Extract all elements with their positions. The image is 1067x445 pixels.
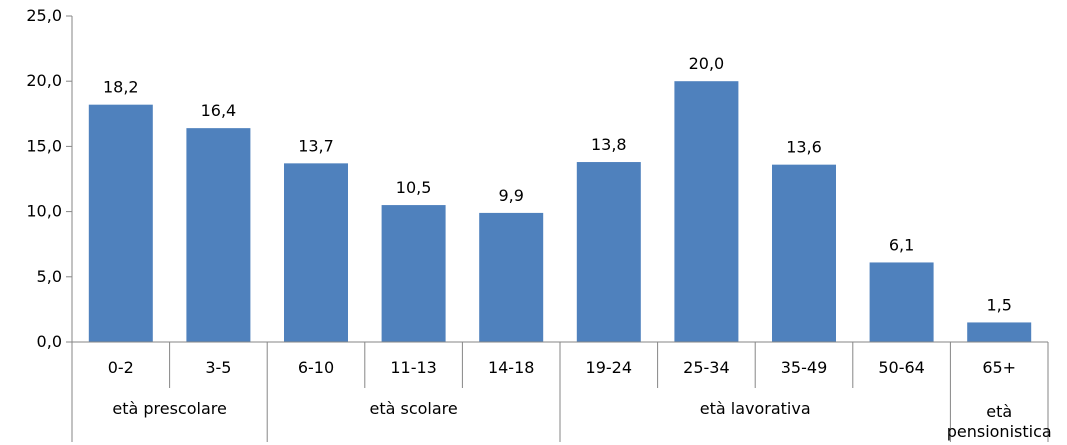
y-tick-label: 20,0 [26,71,62,90]
x-tick-label: 14-18 [488,358,535,377]
bar-19-24 [576,162,641,342]
x-tick-label: 3-5 [205,358,231,377]
x-tick-label: 0-2 [108,358,134,377]
x-tick-label: 25-34 [683,358,730,377]
group-labels-layer: età prescolare età scolare età lavorativa e… [112,399,1051,441]
category-labels-layer: 0-2 3-5 6-10 11-13 14-18 19-24 25-34 35-49 50-64… [108,358,1016,377]
bars-layer [88,81,1032,342]
x-tick-label: 6-10 [298,358,334,377]
y-tick-label: 10,0 [26,202,62,221]
data-label: 13,8 [591,135,627,154]
bar-3-5 [186,128,251,342]
bar-14-18 [479,212,544,342]
data-label: 9,9 [498,186,523,205]
data-label: 20,0 [689,54,725,73]
bar-6-10 [284,163,348,342]
y-tick-label: 25,0 [26,6,62,25]
y-tick-label: 0,0 [37,332,62,351]
bar-35-49 [772,164,836,342]
group-label: età pensionistica [947,402,1052,441]
group-label: età lavorativa [700,399,811,418]
axes-layer: 0,0 5,0 10,0 15,0 20,0 25,0 [26,6,1049,442]
data-label: 13,7 [298,136,334,155]
data-label: 1,5 [986,295,1011,314]
data-labels-layer: 18,2 16,4 13,7 10,5 9,9 13,8 20,0 13,6 6,1 1,5 [103,54,1012,314]
data-label: 13,6 [786,138,822,157]
x-tick-label: 35-49 [781,358,828,377]
data-label: 6,1 [889,235,914,254]
x-tick-label: 65+ [982,358,1016,377]
data-label: 10,5 [396,178,432,197]
y-tick-label: 15,0 [26,136,62,155]
group-label: età scolare [369,399,457,418]
y-tick-label: 5,0 [37,267,62,286]
bar-65+ [967,322,1032,342]
group-label: età prescolare [112,399,226,418]
bar-0-2 [88,104,153,342]
x-tick-label: 50-64 [878,358,925,377]
bar-11-13 [381,205,446,342]
data-label: 18,2 [103,78,139,97]
bar-50-64 [869,262,934,342]
data-label: 16,4 [201,101,237,120]
x-tick-label: 11-13 [390,358,437,377]
bar-25-34 [674,81,739,342]
x-tick-label: 19-24 [586,358,633,377]
